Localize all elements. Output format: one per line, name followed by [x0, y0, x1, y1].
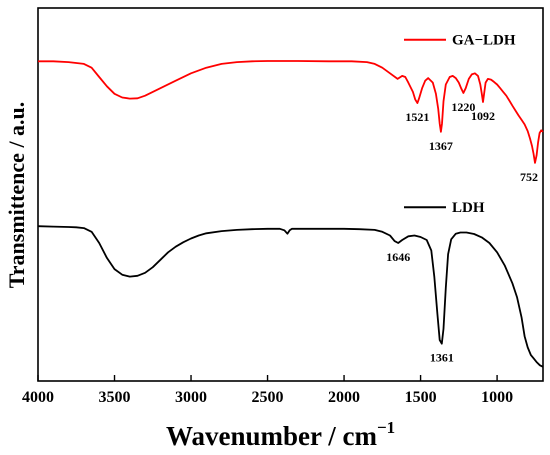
x-axis-title-main: Wavenumber / cm: [166, 421, 377, 451]
peak-label: 1367: [429, 139, 453, 153]
x-axis-title: Wavenumber / cm−1: [166, 418, 395, 451]
peak-label: 1092: [471, 109, 495, 123]
legend-label: GA−LDH: [452, 33, 516, 49]
x-tick-label: 3500: [99, 389, 131, 406]
peak-label: 1521: [405, 110, 429, 124]
x-tick-label: 1000: [481, 389, 513, 406]
plot-frame: [37, 7, 544, 382]
x-axis-title-superscript: −1: [377, 418, 395, 437]
peak-label: 752: [520, 170, 538, 184]
peak-label: 1220: [451, 100, 475, 114]
x-tick-label: 2500: [252, 389, 284, 406]
series-layer: [37, 60, 544, 368]
x-tick-label: 1500: [405, 389, 437, 406]
legend-label: LDH: [452, 200, 485, 216]
x-axis-ticks: 4000 3500 3000 2500 2000 1500 1000: [22, 375, 513, 406]
legend: GA−LDH LDH: [404, 33, 516, 216]
peak-label: 1361: [430, 351, 454, 365]
x-tick-label: 3000: [175, 389, 207, 406]
series-line-ldh: [37, 225, 544, 368]
series-line-ga-ldh: [38, 60, 544, 164]
peak-label: 1646: [386, 250, 410, 264]
y-axis-title: Transmittence / a.u.: [4, 102, 29, 289]
x-tick-label: 2000: [328, 389, 360, 406]
x-tick-label: 4000: [22, 389, 54, 406]
